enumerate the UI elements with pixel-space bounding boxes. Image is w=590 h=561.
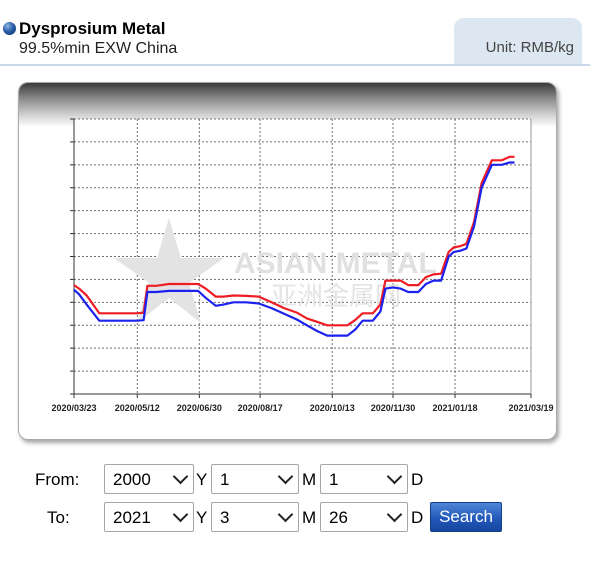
header-divider [0,64,590,66]
watermark-name: ASIAN METAL [234,247,437,280]
grid [74,118,531,394]
page-subtitle: 99.5%min EXW China [19,40,178,57]
search-button[interactable]: Search [430,502,502,532]
from-month-select[interactable]: 1 [211,464,299,494]
to-day-select[interactable]: 26 [320,502,408,532]
x-tick-label: 2020/05/12 [115,403,160,413]
from-day-unit: D [411,470,424,489]
header: Dysprosium Metal 99.5%min EXW China Unit… [0,0,590,66]
watermark-star-icon [114,218,224,323]
to-month-select[interactable]: 3 [211,502,299,532]
date-range-form: From: 2000 Y 1 M 1 D To: 2021 Y 3 M 26 [0,460,590,540]
x-tick-label: 2020/08/17 [238,403,283,413]
chevron-down-icon [386,506,403,523]
to-year-unit: Y [196,508,208,527]
chart-frame: ASIAN METAL 亚洲金属网 2020/03/23 2020/05/12 20… [18,82,557,440]
chevron-down-icon [386,468,403,485]
chevron-down-icon [172,468,189,485]
to-day-value: 26 [329,508,348,527]
to-year-value: 2021 [113,508,151,527]
chevron-down-icon [277,468,294,485]
chevron-down-icon [172,506,189,523]
x-tick-label: 2020/06/30 [177,403,222,413]
to-year-select[interactable]: 2021 [104,502,194,532]
to-label: To: [47,508,70,527]
chevron-down-icon [277,506,294,523]
unit-box: Unit: RMB/kg [454,18,582,64]
series-line-2 [73,161,515,337]
from-day-value: 1 [329,470,339,489]
from-label: From: [35,470,80,489]
x-tick-label: 2021/01/18 [433,403,478,413]
x-tick-label: 2020/03/23 [51,403,96,413]
to-day-unit: D [411,508,424,527]
page-title: Dysprosium Metal [19,19,166,38]
bullet-icon [3,22,16,35]
x-tick-label: 2020/10/13 [310,403,355,413]
from-day-select[interactable]: 1 [320,464,408,494]
series-line-1 [73,155,515,327]
from-year-unit: Y [196,470,208,489]
x-tick-labels: 2020/03/23 2020/05/12 2020/06/30 2020/08/17… [51,403,553,413]
x-tick-label: 2021/03/19 [508,403,553,413]
from-month-value: 1 [220,470,230,489]
axes [70,118,532,398]
from-month-unit: M [302,470,317,489]
series [73,155,515,337]
from-year-select[interactable]: 2000 [104,464,194,494]
to-month-value: 3 [220,508,230,527]
from-year-value: 2000 [113,470,151,489]
price-chart: ASIAN METAL 亚洲金属网 2020/03/23 2020/05/12 20… [51,118,554,413]
x-tick-label: 2020/11/30 [371,403,416,413]
unit-label: Unit: RMB/kg [485,39,574,56]
to-month-unit: M [302,508,317,527]
